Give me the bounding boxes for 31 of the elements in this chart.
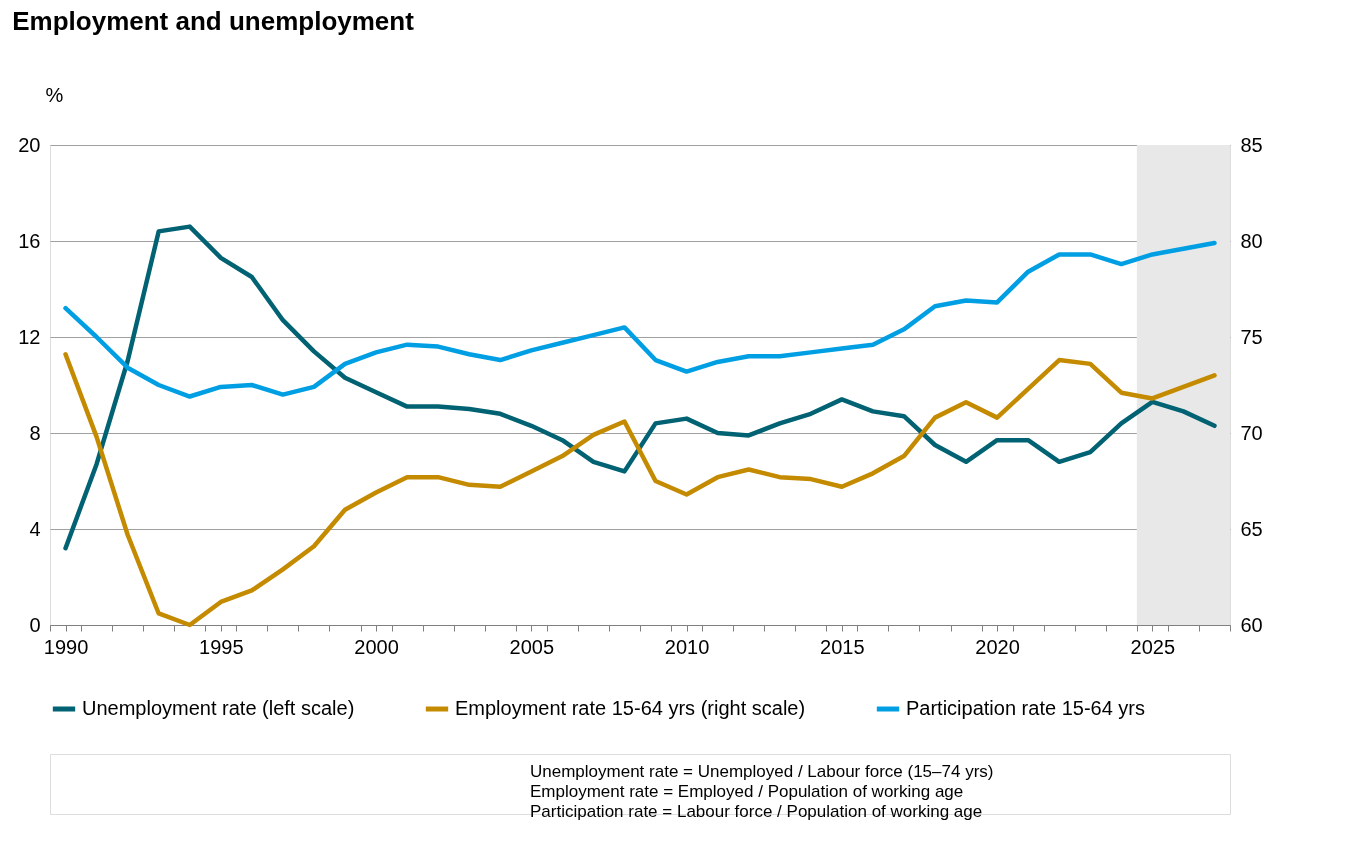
- x-tick-label: 2010: [664, 635, 710, 658]
- y2-tick-label: 70: [1240, 421, 1263, 444]
- x-tick-label: 1990: [43, 635, 89, 658]
- text: Unemployment rate = Unemployed / Labour force (15–74 yrs): [530, 762, 994, 781]
- y-tick-label: 12: [18, 325, 41, 348]
- x-tick-label: 2005: [509, 635, 555, 658]
- legend-label: Participation rate 15-64 yrs: [906, 697, 1146, 719]
- legend-label: Unemployment rate (left scale): [82, 697, 355, 719]
- line-series: [63, 240, 1217, 399]
- x-tick-label: 2025: [1130, 635, 1176, 658]
- y-tick-label: 16: [18, 229, 41, 252]
- legend-label: Employment rate 15-64 yrs (right scale): [455, 697, 806, 719]
- y2-tick-label: 85: [1240, 133, 1263, 156]
- y2-tick-label: 80: [1240, 229, 1263, 252]
- line-series: [63, 224, 1217, 551]
- y2-tick-label: 75: [1240, 325, 1263, 348]
- y2-tick-label: 60: [1240, 613, 1263, 636]
- chart-title: Employment and unemployment: [12, 5, 415, 36]
- x-tick-label: 2015: [820, 635, 865, 658]
- x-tick-label: 1995: [199, 635, 244, 658]
- x-tick-label: 2000: [354, 635, 399, 658]
- line-series: [63, 352, 1217, 628]
- y-tick-label: 20: [18, 133, 41, 156]
- y-tick-label: 4: [29, 517, 41, 540]
- x-tick-label: 2020: [975, 635, 1020, 658]
- text: Employment rate = Employed / Population of working age: [530, 782, 964, 801]
- y-axis-title: %: [45, 83, 64, 106]
- y2-tick-label: 65: [1240, 517, 1263, 540]
- y-tick-label: 0: [29, 613, 41, 636]
- y-tick-label: 8: [29, 421, 41, 444]
- text: Participation rate = Labour force / Population of working age: [530, 802, 983, 821]
